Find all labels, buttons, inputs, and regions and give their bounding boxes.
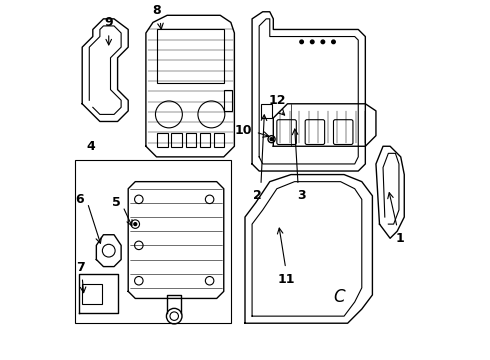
Bar <box>200 133 210 147</box>
Text: 5: 5 <box>112 197 121 210</box>
Text: 11: 11 <box>278 273 295 286</box>
Circle shape <box>321 40 325 44</box>
Bar <box>82 284 101 304</box>
Circle shape <box>134 223 137 225</box>
Circle shape <box>332 40 335 44</box>
Text: 8: 8 <box>152 4 161 17</box>
Text: 2: 2 <box>253 189 262 202</box>
Bar <box>157 133 168 147</box>
Text: 12: 12 <box>268 94 286 107</box>
Text: C: C <box>333 288 344 306</box>
Text: 4: 4 <box>87 140 96 153</box>
Bar <box>224 90 232 111</box>
Text: 1: 1 <box>395 232 404 245</box>
Bar <box>75 161 231 323</box>
Text: 3: 3 <box>297 189 306 202</box>
Circle shape <box>270 138 273 141</box>
Bar <box>261 104 271 118</box>
Text: 7: 7 <box>76 261 85 274</box>
Bar <box>186 133 196 147</box>
Text: 6: 6 <box>75 193 84 206</box>
Bar <box>172 133 182 147</box>
Circle shape <box>311 40 314 44</box>
Circle shape <box>300 40 303 44</box>
Bar <box>214 133 224 147</box>
Text: 10: 10 <box>235 124 252 137</box>
Text: 9: 9 <box>104 17 113 30</box>
